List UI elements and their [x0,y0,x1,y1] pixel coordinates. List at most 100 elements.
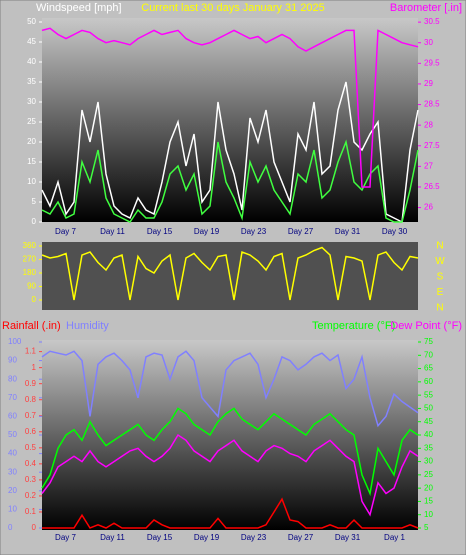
x-tick-label: Day 15 [147,227,173,236]
y-tick-label: 29 [424,79,433,88]
series-line [42,497,419,529]
x-tick-label: Day 30 [382,227,408,236]
legend-label: Dew Point (°F) [390,320,462,332]
compass-label: W [435,256,445,267]
y-tick-label: 35 [27,77,36,86]
series-line [41,27,419,188]
x-tick-label: Day 15 [147,533,173,542]
y-tick-label: 10 [424,510,433,519]
y-tick-label: 360 [23,241,37,250]
y-tick-label: 100 [8,337,22,346]
series-line [41,81,419,224]
x-tick-label: Day 27 [288,533,314,542]
y-tick-label: 27 [424,161,433,170]
y-tick-label: 60 [424,377,433,386]
y-tick-label: 0.8 [25,395,37,404]
y-tick-label: 40 [8,449,17,458]
legend-label: Humidity [66,320,109,332]
y-tick-label: 27.5 [424,141,440,150]
y-tick-label: 1.1 [25,347,37,356]
y-tick-label: 75 [424,337,433,346]
y-tick-label: 5 [32,197,37,206]
y-tick-label: 50 [27,17,36,26]
y-tick-label: 10 [8,505,17,514]
y-tick-label: 0.4 [25,459,37,468]
y-tick-label: 25 [27,117,36,126]
y-tick-label: 30 [8,467,17,476]
y-tick-label: 45 [424,417,433,426]
compass-label: S [437,272,444,283]
y-tick-label: 0 [32,295,37,304]
x-tick-label: Day 11 [100,533,125,542]
chart-title: Current last 30 days January 31 2025 [141,2,324,14]
y-tick-label: 1 [32,363,37,372]
y-tick-label: 26 [424,203,433,212]
y-tick-label: 40 [27,57,36,66]
x-tick-label: Day 7 [55,533,76,542]
y-tick-label: 0.3 [25,475,37,484]
y-tick-label: 0.7 [25,411,37,420]
y-tick-label: 28 [424,120,433,129]
y-tick-label: 30 [424,457,433,466]
legend-label: Temperature (°F) [312,320,395,332]
x-tick-label: Day 1 [384,533,405,542]
y-tick-label: 20 [27,137,36,146]
y-tick-label: 20 [8,486,17,495]
x-tick-label: Day 27 [288,227,314,236]
y-tick-label: 90 [8,356,17,365]
x-tick-label: Day 19 [194,533,220,542]
y-tick-label: 28.5 [424,100,440,109]
y-tick-label: 0.5 [25,443,37,452]
y-tick-label: 180 [23,268,37,277]
y-tick-label: 0.2 [25,491,37,500]
x-tick-label: Day 23 [241,227,267,236]
y-tick-label: 45 [27,37,36,46]
series-line [41,407,419,497]
compass-label: N [436,303,443,314]
y-tick-label: 20 [424,483,433,492]
y-tick-label: 0 [32,217,37,226]
x-tick-label: Day 31 [335,227,361,236]
y-tick-label: 35 [424,443,433,452]
y-tick-label: 0 [32,523,37,532]
y-tick-label: 5 [424,523,429,532]
series-line [41,139,419,223]
y-tick-label: 26.5 [424,182,440,191]
y-tick-label: 30 [424,38,433,47]
y-tick-label: 0.9 [25,379,37,388]
y-tick-label: 40 [424,430,433,439]
x-tick-label: Day 31 [335,533,361,542]
y-tick-label: 55 [424,390,433,399]
compass-label: N [436,241,443,252]
y-tick-label: 25 [424,470,433,479]
series-line [41,433,419,517]
y-tick-label: 15 [424,497,433,506]
y-tick-label: 70 [8,393,17,402]
legend-label: Windspeed [mph] [36,2,122,14]
y-tick-label: 50 [424,404,433,413]
y-tick-label: 270 [23,255,37,264]
y-tick-label: 15 [27,157,36,166]
y-tick-label: 70 [424,350,433,359]
series-line [41,350,419,428]
plot-area [42,340,418,530]
x-tick-label: Day 11 [100,227,125,236]
x-tick-label: Day 19 [194,227,220,236]
y-tick-label: 30 [27,97,36,106]
x-tick-label: Day 7 [55,227,76,236]
y-tick-label: 80 [8,374,17,383]
y-tick-label: 29.5 [424,58,440,67]
y-tick-label: 65 [424,364,433,373]
legend-label: Barometer [.in] [390,2,462,14]
y-tick-label: 90 [27,282,36,291]
y-tick-label: 10 [27,177,36,186]
y-tick-label: 0.6 [25,427,37,436]
y-tick-label: 30.5 [424,17,440,26]
y-tick-label: 0 [8,523,13,532]
compass-label: E [437,287,444,298]
legend-label: Rainfall (.in) [2,320,61,332]
y-tick-label: 60 [8,412,17,421]
x-tick-label: Day 23 [241,533,267,542]
y-tick-label: 50 [8,430,17,439]
